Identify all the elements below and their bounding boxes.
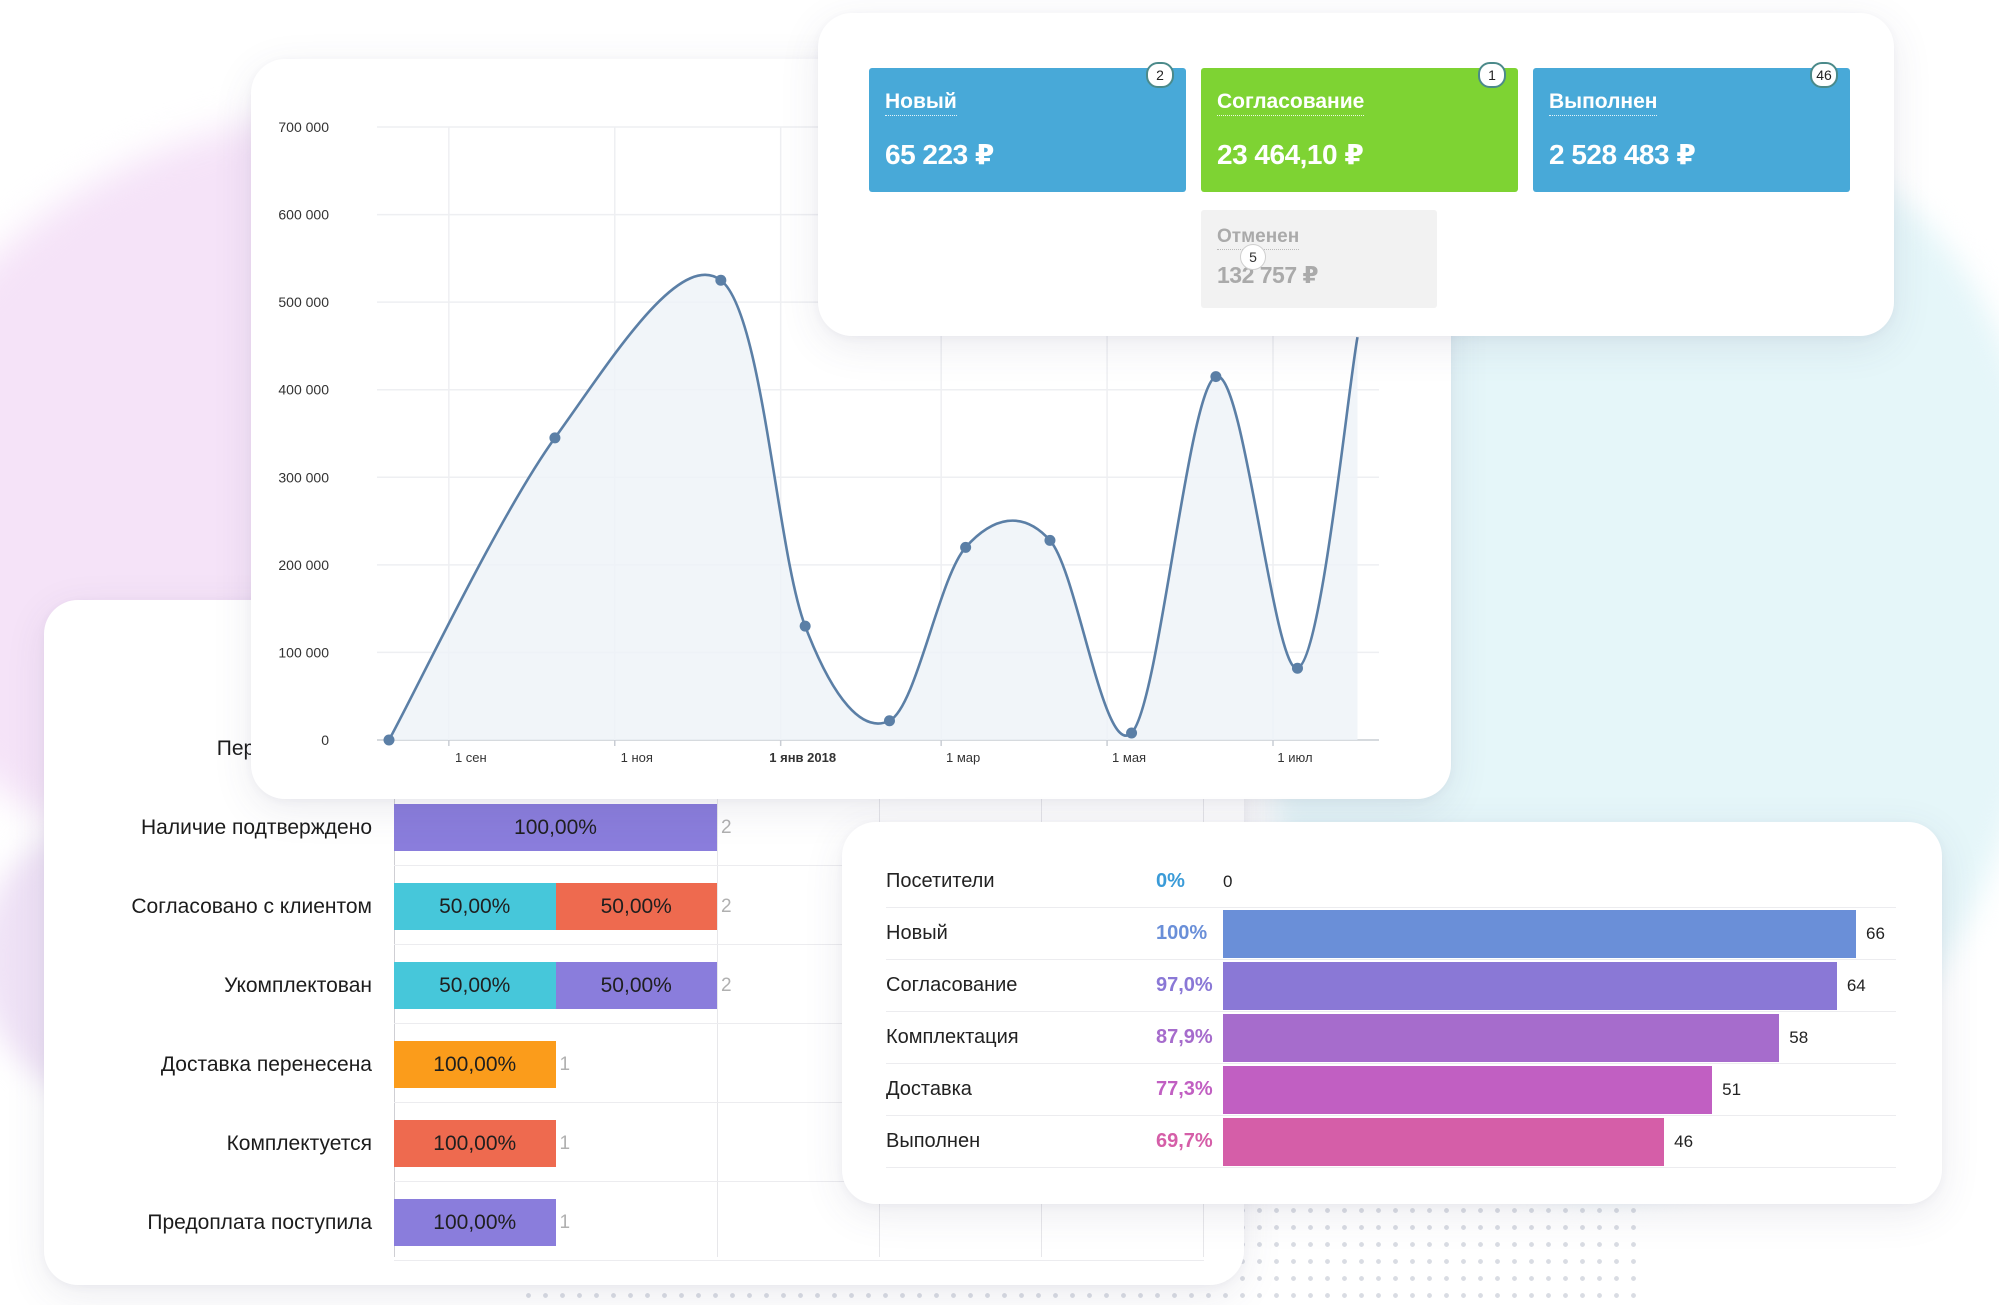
grid-line [717, 785, 718, 1257]
funnel-stage-percent: 0% [1156, 870, 1185, 892]
status-count-badge: 5 [1240, 244, 1266, 270]
data-point [1126, 727, 1138, 739]
status-count-badge: 46 [1810, 62, 1838, 88]
funnel-stage-count: 51 [1722, 1080, 1742, 1099]
row-separator [394, 1102, 1204, 1103]
funnel-bar [1223, 910, 1856, 958]
row-count: 1 [559, 1212, 571, 1233]
funnel-row[interactable]: Выполнен 69,7% 46 [886, 1116, 1896, 1168]
y-tick-label: 100 000 [278, 644, 329, 660]
status-tile-amount: 65 223 ₽ [885, 139, 994, 170]
conversion-funnel-card: Посетители 0% 0 Новый 100% 66 Согласование 97,0… [842, 822, 1942, 1204]
status-tile-amount: 23 464,10 ₽ [1217, 139, 1364, 170]
row-separator [394, 1181, 1204, 1182]
status-bar-segment[interactable]: 100,00% [394, 1041, 556, 1088]
x-tick-label: 1 янв 2018 [769, 750, 836, 765]
funnel-bar [1223, 1118, 1665, 1166]
y-tick-label: 700 000 [278, 119, 329, 135]
funnel-stage-percent: 97,0% [1156, 974, 1213, 996]
funnel-stage-count: 64 [1846, 976, 1866, 995]
funnel-row[interactable]: Новый 100% 66 [886, 908, 1896, 960]
funnel-row[interactable]: Комплектация 87,9% 58 [886, 1012, 1896, 1064]
status-bar-segment[interactable]: 100,00% [394, 1120, 556, 1167]
status-bar-segment[interactable]: 50,00% [555, 962, 717, 1009]
status-bar-segment[interactable]: 50,00% [555, 883, 717, 930]
funnel-stage-name: Выполнен [886, 1130, 981, 1152]
funnel-stage-name: Доставка [886, 1078, 972, 1100]
row-count: 2 [721, 975, 732, 996]
data-point [1291, 662, 1303, 674]
funnel-stage-count: 66 [1866, 924, 1885, 943]
y-tick-label: 300 000 [278, 469, 329, 485]
status-row-label: Предоплата поступила [147, 1211, 372, 1234]
data-point [799, 620, 811, 632]
funnel-row[interactable]: Посетители 0% 0 [886, 856, 1896, 908]
status-tile-label[interactable]: Согласование [1217, 90, 1365, 116]
status-tile-amount: 132 757 ₽ [1217, 262, 1319, 288]
row-separator [394, 865, 1204, 866]
status-tile-label[interactable]: Выполнен [1549, 90, 1658, 116]
y-tick-label: 400 000 [278, 382, 329, 398]
y-tick-label: 200 000 [278, 557, 329, 573]
status-bar-segment[interactable]: 50,00% [394, 962, 556, 1009]
funnel-bar [1223, 1066, 1713, 1114]
status-row-label: Доставка перенесена [160, 1053, 372, 1076]
funnel-stage-percent: 77,3% [1156, 1078, 1213, 1100]
x-tick-label: 1 ноя [621, 750, 653, 765]
status-tile-amount: 2 528 483 ₽ [1549, 139, 1696, 170]
funnel-stage-name: Согласование [886, 974, 1018, 996]
funnel-stage-percent: 69,7% [1156, 1130, 1213, 1152]
status-tile-cancelled[interactable]: Отменен 132 757 ₽ [1201, 210, 1437, 308]
status-row-label: Согласовано с клиентом [131, 895, 372, 918]
x-tick-label: 1 июл [1277, 750, 1312, 765]
status-count-badge: 1 [1478, 62, 1506, 88]
line-area-fill [389, 274, 1358, 740]
data-point [549, 432, 561, 444]
row-count: 1 [559, 1133, 571, 1154]
order-status-card: Новый 65 223 ₽ 2 Согласование 23 464,10 … [818, 13, 1894, 336]
x-tick-label: 1 мая [1112, 750, 1146, 765]
row-count: 2 [721, 817, 732, 838]
funnel-stage-count: 58 [1789, 1028, 1809, 1047]
status-count-badge: 2 [1146, 62, 1174, 88]
data-point [383, 734, 395, 746]
funnel-stage-name: Новый [886, 922, 948, 944]
x-tick-label: 1 мар [946, 750, 980, 765]
status-tile-done[interactable]: Выполнен 2 528 483 ₽ 46 [1533, 62, 1850, 192]
status-bar-segment[interactable]: 100,00% [394, 804, 717, 851]
funnel-stage-percent: 87,9% [1156, 1026, 1213, 1048]
row-separator [394, 1260, 1204, 1261]
status-row-label: Укомплектован [224, 974, 372, 997]
x-tick-label: 1 сен [455, 750, 487, 765]
funnel-stage-name: Посетители [886, 870, 995, 892]
data-point [883, 715, 895, 727]
row-count: 2 [721, 896, 732, 917]
data-point [1210, 371, 1222, 383]
axis-line [394, 785, 395, 1257]
y-tick-label: 0 [321, 732, 329, 748]
status-row-label: Комплектуется [226, 1132, 372, 1155]
funnel-stage-name: Комплектация [886, 1026, 1019, 1048]
data-point [960, 541, 972, 553]
funnel-stage-percent: 100% [1156, 922, 1208, 944]
status-tile-new[interactable]: Новый 65 223 ₽ 2 [869, 62, 1186, 192]
funnel-bar [1223, 1014, 1780, 1062]
status-bar-segment[interactable]: 100,00% [394, 1199, 556, 1246]
funnel-row[interactable]: Доставка 77,3% 51 [886, 1064, 1896, 1116]
row-separator [394, 944, 1204, 945]
row-separator [394, 1023, 1204, 1024]
funnel-bar [1223, 962, 1837, 1010]
funnel-row[interactable]: Согласование 97,0% 64 [886, 960, 1896, 1012]
status-tile-approval[interactable]: Согласование 23 464,10 ₽ 1 [1201, 62, 1518, 192]
status-bar-segment[interactable]: 50,00% [394, 883, 556, 930]
status-row-label: Наличие подтверждено [140, 816, 372, 839]
y-tick-label: 500 000 [278, 294, 329, 310]
funnel-stage-count: 46 [1674, 1132, 1694, 1151]
row-count: 1 [559, 1054, 571, 1075]
data-point [1044, 534, 1056, 546]
status-tile-label[interactable]: Новый [885, 90, 957, 116]
funnel-stage-count: 0 [1223, 872, 1233, 891]
y-tick-label: 600 000 [278, 207, 329, 223]
data-point [715, 274, 727, 286]
